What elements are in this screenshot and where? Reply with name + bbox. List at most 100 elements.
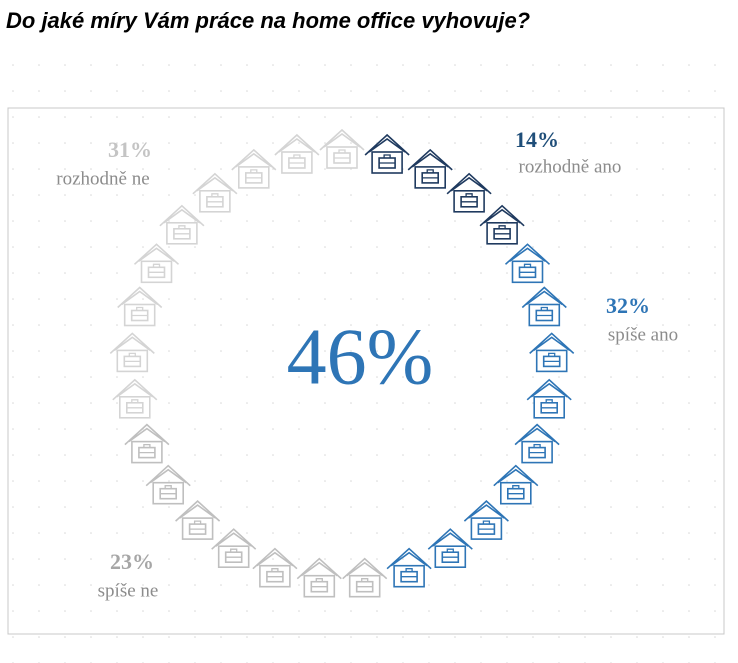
house-roof bbox=[526, 378, 572, 401]
house-roof bbox=[407, 148, 453, 171]
house-roof bbox=[252, 547, 298, 570]
chart-title: Do jaké míry Vám práce na home office vy… bbox=[6, 8, 531, 33]
house-icon bbox=[274, 133, 320, 174]
house-icon bbox=[112, 378, 158, 419]
house-icon bbox=[175, 500, 221, 540]
house-handle bbox=[311, 578, 328, 588]
house-handle bbox=[225, 548, 242, 558]
value-label: 32% bbox=[606, 293, 650, 318]
value-label: 14% bbox=[515, 127, 559, 152]
house-roof bbox=[112, 378, 158, 401]
house-handle bbox=[519, 263, 536, 273]
frame bbox=[7, 107, 725, 635]
house-icon bbox=[526, 378, 572, 419]
house-icon bbox=[319, 128, 365, 169]
house-handle bbox=[126, 399, 143, 409]
house-handle bbox=[206, 193, 223, 203]
house-icon bbox=[192, 172, 238, 213]
house-icon bbox=[463, 500, 509, 540]
house-icon bbox=[145, 464, 191, 505]
house-roof bbox=[274, 133, 320, 156]
house-handle bbox=[334, 149, 350, 159]
value-label: 23% bbox=[110, 549, 154, 574]
house-roof bbox=[319, 128, 365, 151]
house-handle bbox=[266, 568, 283, 578]
house-handle bbox=[541, 399, 558, 409]
house-roof bbox=[504, 243, 551, 265]
house-handle bbox=[379, 154, 396, 164]
house-handle bbox=[245, 169, 262, 179]
house-icon bbox=[133, 243, 180, 284]
house-roof bbox=[109, 332, 155, 354]
house-icon bbox=[211, 528, 257, 569]
house-icon bbox=[159, 204, 205, 245]
category-label: spíše ano bbox=[608, 324, 678, 345]
house-icon bbox=[296, 557, 342, 598]
house-icon bbox=[504, 243, 551, 284]
category-label: rozhodně ano bbox=[519, 156, 622, 177]
house-roof bbox=[479, 204, 525, 227]
house-handle bbox=[288, 154, 305, 164]
value-label: 31% bbox=[108, 137, 152, 162]
house-handle bbox=[507, 485, 524, 495]
house-roof bbox=[493, 464, 539, 487]
house-roof bbox=[296, 557, 342, 580]
house-icon bbox=[514, 423, 560, 464]
house-handle bbox=[189, 520, 206, 530]
house-icon bbox=[342, 557, 388, 598]
house-icon bbox=[479, 204, 525, 245]
house-icon bbox=[109, 332, 155, 373]
house-icon bbox=[364, 133, 410, 174]
house-icon bbox=[521, 286, 567, 327]
house-icon bbox=[386, 547, 432, 588]
house-icon bbox=[446, 172, 492, 213]
house-handle bbox=[478, 520, 495, 530]
house-icon bbox=[407, 148, 453, 189]
house-roof bbox=[192, 172, 238, 195]
house-roof bbox=[427, 528, 473, 550]
house-roof bbox=[342, 557, 388, 580]
house-roof bbox=[211, 528, 257, 550]
house-roof bbox=[175, 500, 221, 522]
house-handle bbox=[148, 263, 165, 273]
house-roof bbox=[145, 464, 191, 487]
house-handle bbox=[138, 443, 155, 454]
house-roof bbox=[117, 286, 163, 309]
center-label: 46% bbox=[287, 313, 434, 401]
house-icon bbox=[252, 547, 298, 588]
house-handle bbox=[173, 225, 190, 235]
house-roof bbox=[159, 204, 205, 227]
category-label: spíše ne bbox=[98, 580, 159, 601]
house-handle bbox=[401, 568, 418, 578]
house-icon bbox=[493, 464, 539, 505]
house-roof bbox=[364, 133, 410, 156]
house-roof bbox=[521, 286, 567, 309]
house-handle bbox=[356, 578, 373, 588]
house-icon bbox=[427, 528, 473, 569]
house-icon bbox=[231, 148, 277, 189]
house-handle bbox=[536, 306, 553, 317]
house-icon bbox=[124, 423, 170, 464]
house-icon bbox=[117, 286, 163, 327]
house-handle bbox=[543, 352, 560, 363]
house-roof bbox=[463, 500, 509, 522]
house-handle bbox=[461, 193, 478, 203]
house-roof bbox=[386, 547, 432, 570]
house-roof bbox=[231, 148, 277, 171]
house-handle bbox=[160, 485, 177, 495]
house-roof bbox=[133, 243, 180, 265]
house-roof bbox=[529, 332, 575, 354]
house-handle bbox=[442, 548, 459, 558]
house-roof bbox=[514, 423, 560, 446]
house-icon bbox=[529, 332, 575, 373]
house-roof bbox=[124, 423, 170, 446]
house-roof bbox=[446, 172, 492, 195]
house-handle bbox=[494, 225, 511, 235]
category-label: rozhodně ne bbox=[56, 168, 149, 189]
house-handle bbox=[131, 306, 148, 317]
house-handle bbox=[124, 352, 141, 363]
house-handle bbox=[529, 443, 546, 454]
house-handle bbox=[422, 169, 439, 179]
